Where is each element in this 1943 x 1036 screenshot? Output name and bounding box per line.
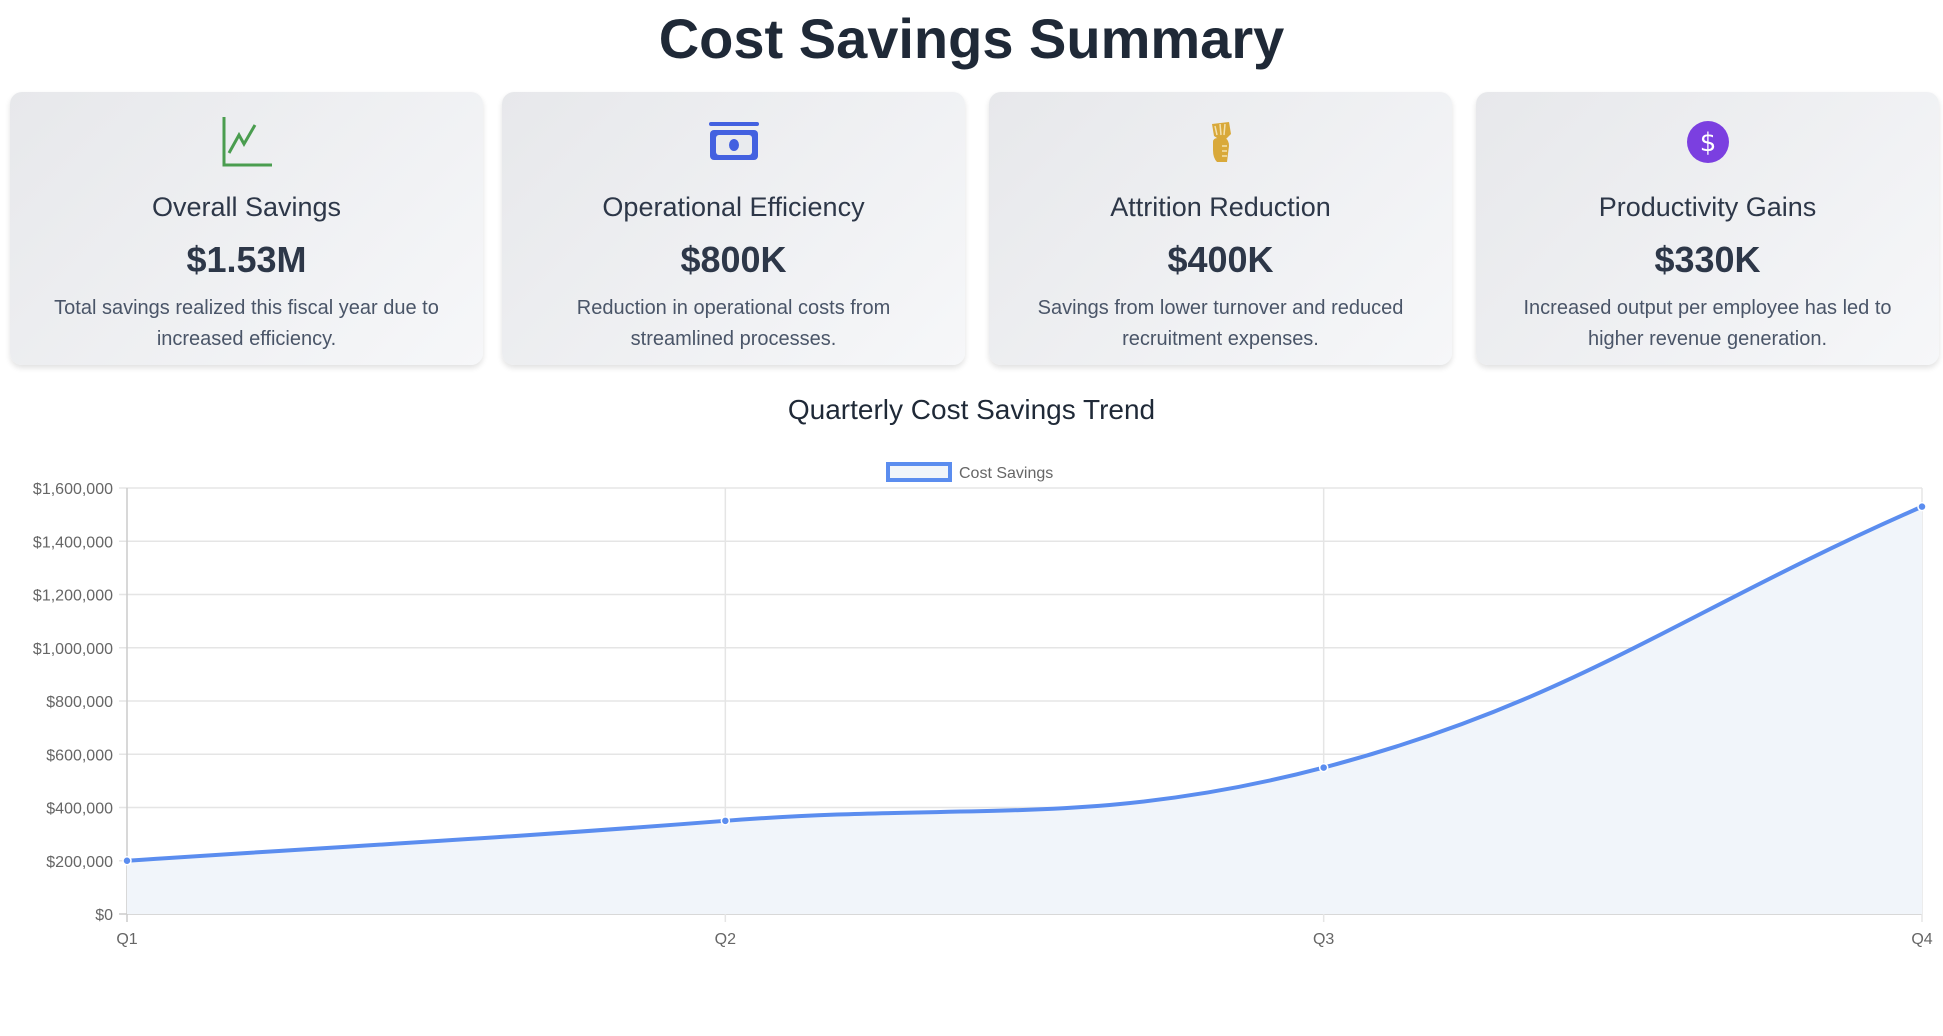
card-operational-efficiency: Operational Efficiency $800K Reduction i… [502,92,965,365]
card-description: Increased output per employee has led to… [1523,297,1892,350]
card-title: Operational Efficiency [602,192,865,222]
card-title: Productivity Gains [1598,192,1817,222]
y-tick-label: $1,200,000 [33,588,113,605]
x-tick-label: Q2 [715,931,736,948]
chart-title: Quarterly Cost Savings Trend [787,394,1156,425]
line-chart: $0 $200,000 $400,000 $600,000 $800,000 $1,000… [33,462,1933,948]
dollar-circle-icon: $ [1476,112,1939,172]
y-tick-label: $1,000,000 [33,641,113,658]
card-value: $800K [680,239,787,280]
x-tick-label: Q4 [1911,931,1932,948]
series-area [127,506,1922,914]
card-description: Savings from lower turnover and reduced … [1037,297,1404,350]
legend-swatch [886,462,952,482]
card-description: Reduction in operational costs from stre… [576,297,891,350]
y-tick-label: $800,000 [46,694,113,711]
legend-label: Cost Savings [959,465,1053,482]
data-point [1917,501,1927,512]
svg-text:$: $ [1699,128,1716,158]
data-point [1318,762,1329,773]
page-title: Cost Savings Summary [658,7,1285,70]
card-description: Total savings realized this fiscal year … [54,297,439,350]
card-productivity-gains: $ Productivity Gains $330K Increased out… [1476,92,1939,365]
money-bill-icon [502,112,965,172]
card-title: Attrition Reduction [1110,192,1331,222]
y-tick-label: $200,000 [46,854,113,871]
card-value: $1.53M [186,239,307,280]
y-tick-label: $1,400,000 [33,534,113,551]
card-attrition-reduction: Attrition Reduction $400K Savings from l… [989,92,1452,365]
y-tick-label: $0 [95,907,113,924]
card-title: Overall Savings [151,192,342,222]
hand-holding-cash-icon [989,112,1452,172]
card-value: $330K [1654,239,1761,280]
x-tick-label: Q3 [1313,931,1334,948]
y-tick-label: $600,000 [46,747,113,764]
y-tick-label: $1,600,000 [33,481,113,498]
y-tick-label: $400,000 [46,801,113,818]
chart-line-icon [10,112,483,172]
card-value: $400K [1167,239,1274,280]
data-point [720,816,731,826]
series-line [126,504,1923,863]
legend[interactable]: Cost Savings [886,462,1053,482]
data-point [122,856,132,866]
card-overall-savings: Overall Savings $1.53M Total savings rea… [10,92,483,365]
x-tick-label: Q1 [116,931,137,948]
